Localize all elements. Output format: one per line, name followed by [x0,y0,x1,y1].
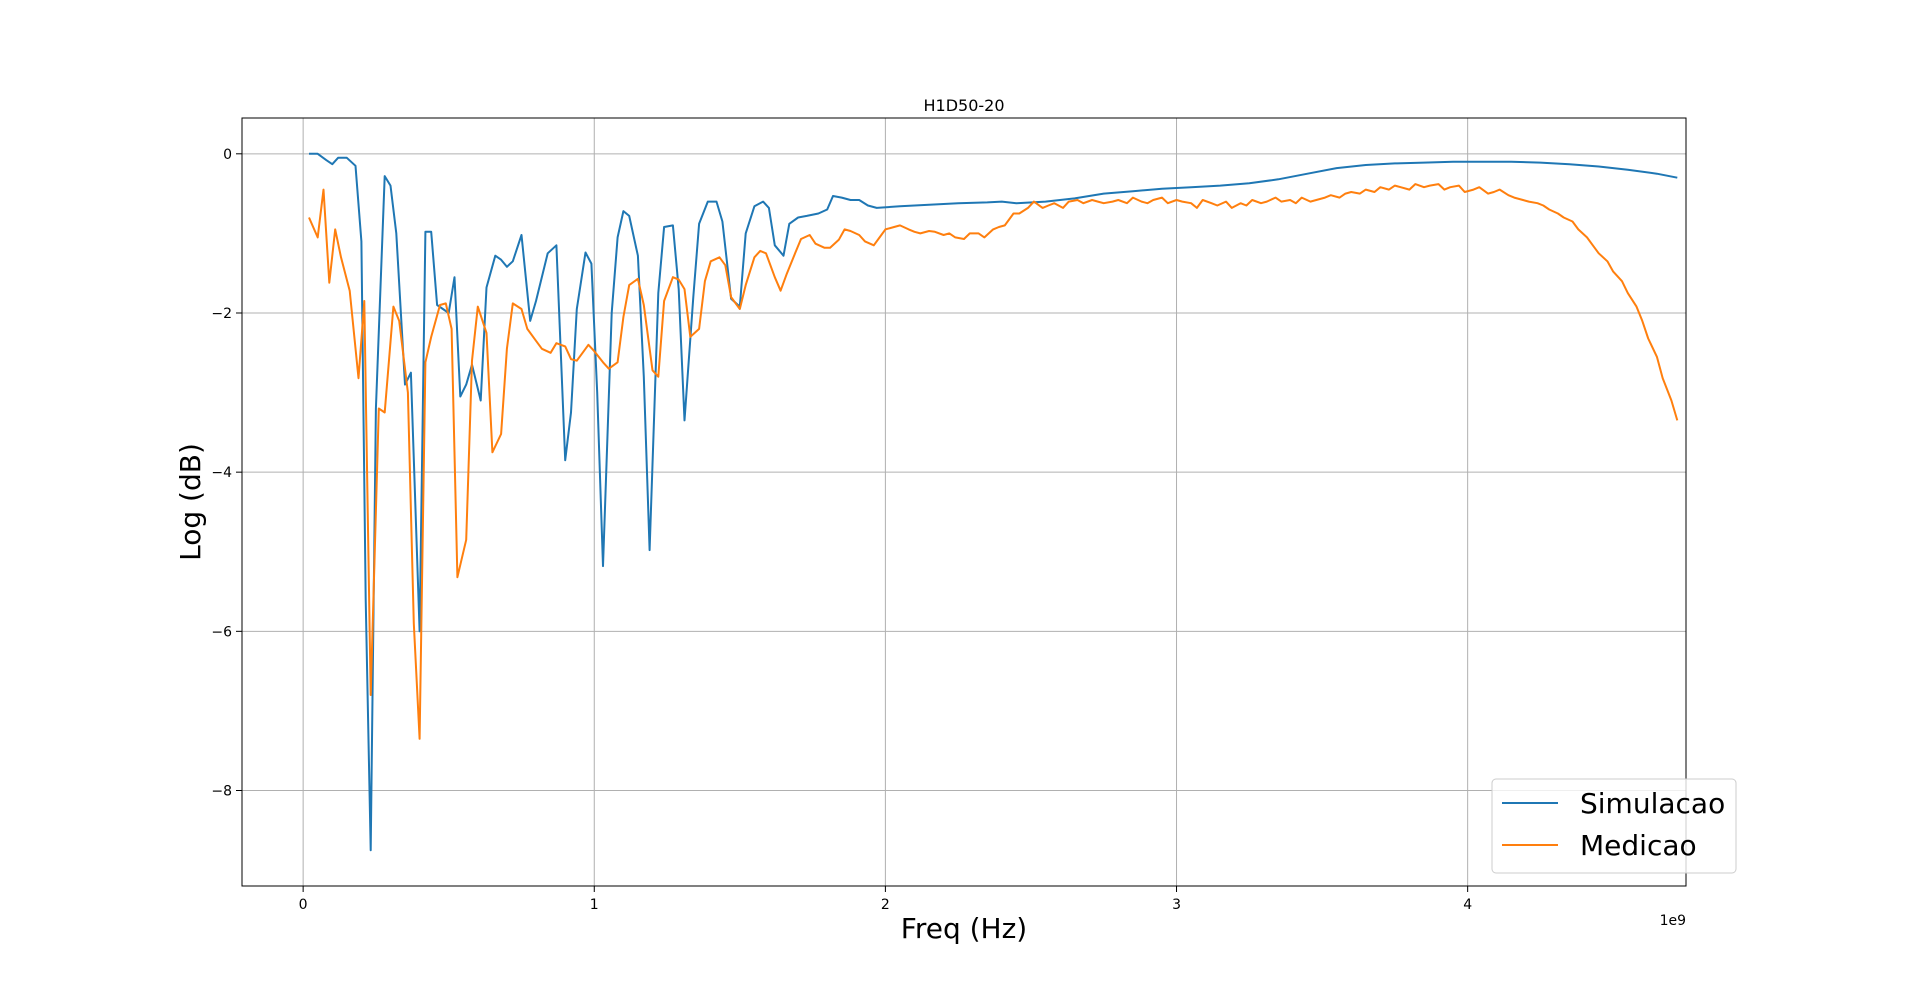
legend: Simulacao Medicao [1491,778,1737,874]
axis-ticks: 0 1 2 3 4 0 −2 −4 −6 −8 [211,147,1472,913]
chart-title: H1D50-20 [923,96,1004,115]
y-tick-label: 0 [223,147,232,163]
x-axis-offset-label: 1e9 [1660,913,1686,929]
series-line-simulacao [309,152,1678,852]
plot-area-frame [241,117,1687,887]
y-tick-label: −4 [211,465,232,481]
y-tick-label: −2 [211,306,232,322]
x-tick-label: 1 [590,897,599,913]
series-lines [308,152,1679,852]
x-tick-label: 3 [1172,897,1181,913]
x-tick-label: 4 [1463,897,1472,913]
series-line-medicao [308,183,1679,740]
y-axis-label: Log (dB) [174,443,207,561]
x-tick-label: 0 [299,897,308,913]
grid [242,118,1686,886]
y-tick-label: −6 [211,624,232,640]
legend-label-simulacao: Simulacao [1580,787,1725,820]
x-tick-label: 2 [881,897,890,913]
y-tick-label: −8 [211,783,232,799]
legend-label-medicao: Medicao [1580,829,1697,862]
x-axis-label: Freq (Hz) [901,912,1027,945]
